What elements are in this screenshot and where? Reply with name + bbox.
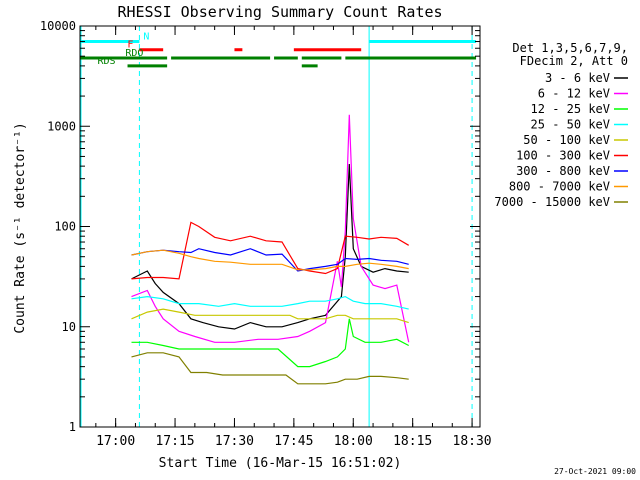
- y-tick-label: 10000: [40, 19, 76, 33]
- x-tick-label: 18:30: [453, 434, 492, 449]
- legend-entry: 25 - 50 keV: [531, 118, 610, 132]
- status-bar-label: F: [127, 40, 133, 51]
- legend-entry: 3 - 6 keV: [545, 71, 610, 85]
- legend: Det 1,3,5,6,7,9,FDecim 2, Att 0 3 - 6 keV…: [494, 41, 628, 209]
- series-line: [131, 221, 410, 280]
- series-line: [131, 114, 410, 343]
- legend-entry: 800 - 7000 keV: [509, 180, 610, 194]
- legend-entry: 100 - 300 keV: [516, 149, 610, 163]
- y-axis-label: Count Rate (s⁻¹ detector⁻¹): [13, 122, 28, 333]
- legend-entry: 50 - 100 keV: [523, 133, 610, 147]
- series-line: [131, 295, 409, 310]
- series-line: [131, 352, 409, 385]
- status-bar-label: RDS: [98, 56, 116, 67]
- x-tick-label: 17:45: [274, 434, 313, 449]
- series-group: [131, 114, 410, 385]
- legend-header: Det 1,3,5,6,7,9,: [512, 41, 628, 55]
- legend-header: FDecim 2, Att 0: [520, 54, 628, 68]
- legend-entry: 6 - 12 keV: [538, 87, 610, 101]
- vertical-markers: [80, 26, 473, 427]
- y-tick-label: 100: [54, 220, 76, 234]
- series-line: [131, 308, 409, 324]
- y-tick-label: 1000: [47, 119, 76, 133]
- series-line: [131, 163, 409, 330]
- x-axis-label: Start Time (16-Mar-15 16:51:02): [159, 456, 402, 471]
- series-line: [131, 249, 409, 271]
- series-line: [131, 318, 409, 368]
- x-tick-label: 17:15: [155, 434, 194, 449]
- legend-entry: 12 - 25 keV: [531, 102, 610, 116]
- x-tick-label: 18:15: [393, 434, 432, 449]
- status-bar-label: N: [143, 32, 149, 43]
- plot-frame: [79, 25, 481, 428]
- series-line: [131, 248, 409, 272]
- chart-title: RHESSI Observing Summary Count Rates: [117, 3, 442, 21]
- x-tick-label: 18:00: [334, 434, 373, 449]
- axes: 1 10 100 1000 10000 17:00 17:15 17:30 17:45 18:00…: [40, 19, 492, 449]
- x-tick-label: 17:00: [96, 434, 135, 449]
- status-bar-label: RDO: [125, 48, 143, 59]
- legend-entry: 7000 - 15000 keV: [494, 195, 610, 209]
- legend-entry: 300 - 800 keV: [516, 164, 610, 178]
- y-tick-label: 10: [62, 320, 76, 334]
- y-tick-label: 1: [69, 420, 76, 434]
- x-tick-label: 17:30: [215, 434, 254, 449]
- footer-date: 27-Oct-2021 09:00: [554, 467, 636, 476]
